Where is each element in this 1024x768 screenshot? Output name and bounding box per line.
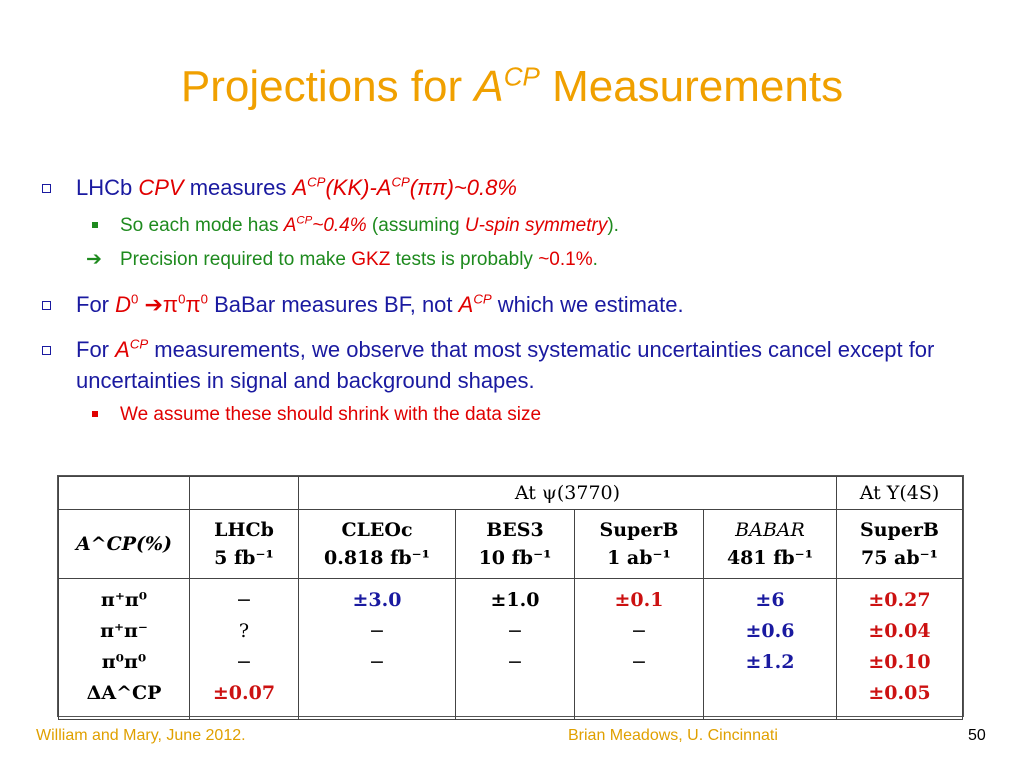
bullet-list: LHCb CPV measures ACP(KK)-ACP(ππ)~0.8% S… xyxy=(42,172,992,440)
bullet-d0: For D0 ➔π0π0 BaBar measures BF, not ACP … xyxy=(42,289,992,320)
projection-table: At ψ(3770) At Υ(4S) A^CP(%) LHCb 5 fb⁻¹ C… xyxy=(57,475,964,720)
col-superb1: SuperB 1 ab⁻¹ xyxy=(574,509,704,579)
cells-babar: ±6 ±0.6 ±1.2 xyxy=(703,578,837,720)
cells-cleoc: ±3.0− − xyxy=(298,578,456,720)
bullet-square-icon xyxy=(42,184,51,193)
col-babar: BABAR 481 fb⁻¹ xyxy=(703,509,837,579)
col-bes3: BES3 10 fb⁻¹ xyxy=(455,509,575,579)
subbullet-precision: ➔ Precision required to make GKZ tests is… xyxy=(42,247,992,273)
footer-left: William and Mary, June 2012. xyxy=(36,727,246,744)
slide-title: Projections for ACP Measurements xyxy=(180,61,844,111)
row-labels: π⁺π⁰ π⁺π⁻ π⁰π⁰ ΔA^CP xyxy=(58,578,190,720)
group-psi3770: At ψ(3770) xyxy=(298,476,837,510)
col-cleoc: CLEOc 0.818 fb⁻¹ xyxy=(298,509,456,579)
subbullet-each-mode: So each mode has ACP~0.4% (assuming U-sp… xyxy=(42,213,992,239)
bullet-square-icon xyxy=(42,346,51,355)
arrow-right-icon: ➔ xyxy=(86,249,102,270)
cells-lhcb: −? − ±0.07 xyxy=(189,578,299,720)
bullet-square-icon xyxy=(42,301,51,310)
subbullet-shrink: We assume these should shrink with the d… xyxy=(42,402,992,428)
corner-header: A^CP(%) xyxy=(58,509,190,579)
page-number: 50 xyxy=(968,727,986,744)
cells-bes3: ±1.0− − xyxy=(455,578,575,720)
footer-center: Brian Meadows, U. Cincinnati xyxy=(568,727,778,744)
cells-superb1: ±0.1− − xyxy=(574,578,704,720)
bullet-acp-systematics: For ACP measurements, we observe that mo… xyxy=(42,334,992,396)
bullet-filled-square-icon xyxy=(92,222,98,228)
bullet-lhcb: LHCb CPV measures ACP(KK)-ACP(ππ)~0.8% xyxy=(42,172,992,203)
bullet-filled-square-icon xyxy=(92,411,98,417)
col-lhcb: LHCb 5 fb⁻¹ xyxy=(189,509,299,579)
group-upsilon4s: At Υ(4S) xyxy=(836,476,963,510)
col-superb2: SuperB 75 ab⁻¹ xyxy=(836,509,963,579)
cells-superb2: ±0.27 ±0.04 ±0.10 ±0.05 xyxy=(836,578,963,720)
